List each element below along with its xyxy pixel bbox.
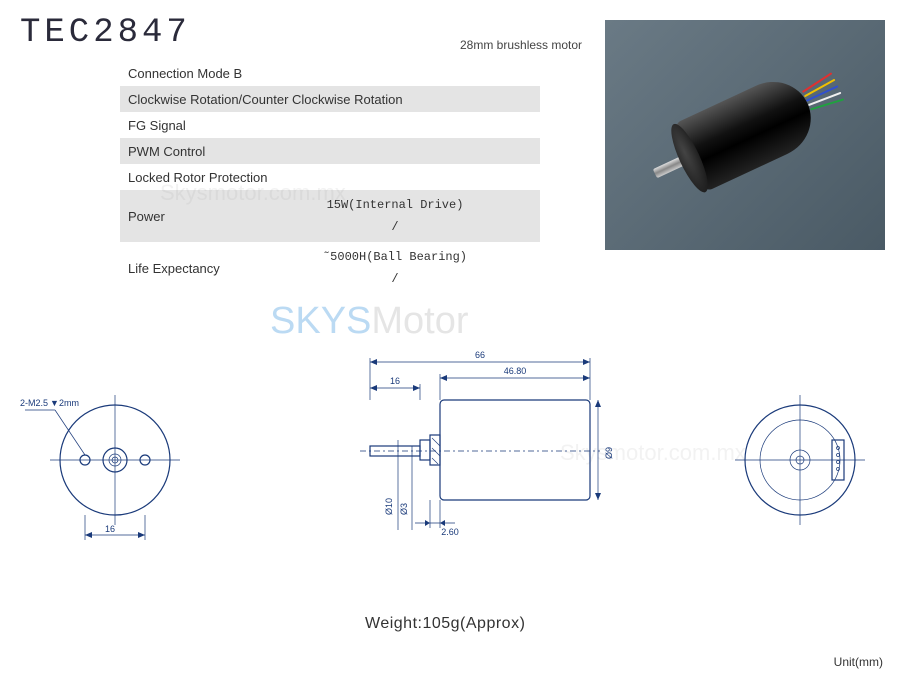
- spec-cell: FG Signal: [120, 114, 540, 137]
- motor-body-graphic: [642, 52, 847, 219]
- spec-value-line: /: [258, 220, 532, 234]
- dim-label: 46.80: [504, 366, 527, 376]
- weight-label: Weight:105g(Approx): [365, 615, 525, 633]
- model-title: TEC2847: [20, 14, 191, 52]
- spec-cell: Connection Mode B: [120, 62, 540, 85]
- spec-label: Life Expectancy: [120, 242, 250, 294]
- spec-row: PWM Control: [120, 138, 540, 164]
- spec-row: Connection Mode B: [120, 60, 540, 86]
- dim-label: 66: [475, 350, 485, 360]
- drawing-rear-view: [720, 380, 880, 540]
- unit-label: Unit(mm): [834, 655, 883, 669]
- spec-row: Clockwise Rotation/Counter Clockwise Rot…: [120, 86, 540, 112]
- spec-row: FG Signal: [120, 112, 540, 138]
- dim-label: 16: [390, 376, 400, 386]
- spec-cell: PWM Control: [120, 140, 540, 163]
- dim-label: Ø10: [384, 498, 394, 515]
- technical-drawings: 2-M2.5▼2mm 16 66: [0, 340, 903, 590]
- dim-label: 2-M2.5▼2mm: [20, 398, 79, 408]
- watermark-main: SKYSMotor: [270, 300, 469, 343]
- spec-table: Connection Mode B Clockwise Rotation/Cou…: [120, 60, 540, 294]
- model-subtitle: 28mm brushless motor: [460, 38, 582, 52]
- watermark-text: Skysmotor.com.mx: [160, 180, 346, 206]
- drawing-front-view: 2-M2.5▼2mm 16: [20, 370, 200, 560]
- dim-label: 16: [105, 524, 115, 534]
- spec-value: ˜5000H(Ball Bearing) /: [250, 242, 540, 294]
- drawing-side-view: 66 46.80 16 2.60 Ø9 Ø10 Ø3: [280, 340, 640, 580]
- dim-label: Ø9: [604, 447, 614, 459]
- dim-label: Ø3: [399, 503, 409, 515]
- product-photo: Skysmotor.com.mx: [605, 20, 885, 250]
- dim-label: 2.60: [441, 527, 459, 537]
- watermark-part: Motor: [371, 300, 468, 342]
- spec-value-line: /: [258, 272, 532, 286]
- spec-row-life: Life Expectancy ˜5000H(Ball Bearing) /: [120, 242, 540, 294]
- spec-value-line: ˜5000H(Ball Bearing): [258, 250, 532, 264]
- spec-cell: Clockwise Rotation/Counter Clockwise Rot…: [120, 88, 540, 111]
- watermark-part: SKYS: [270, 300, 371, 342]
